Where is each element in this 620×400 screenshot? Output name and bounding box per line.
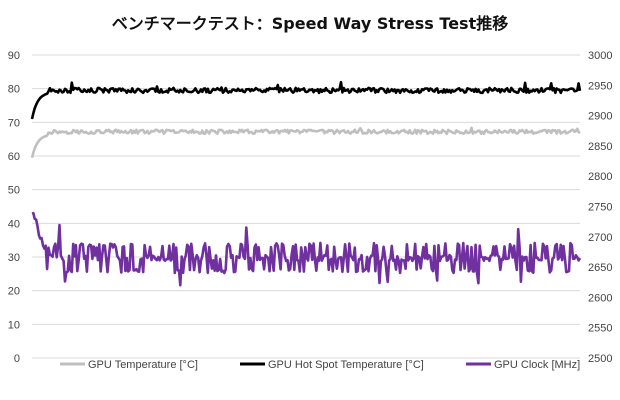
series-line-1 (30, 126, 581, 159)
right-tick-label: 2750 (588, 202, 612, 214)
right-tick-label: 2800 (588, 171, 612, 183)
right-tick-label: 2650 (588, 262, 612, 274)
right-tick-label: 3000 (588, 50, 612, 62)
left-tick-label: 20 (8, 286, 20, 298)
right-tick-label: 2900 (588, 111, 612, 123)
right-tick-label: 2700 (588, 232, 612, 244)
left-tick-label: 30 (8, 252, 20, 264)
right-tick-label: 2550 (588, 323, 612, 335)
legend-label: GPU Temperature [°C] (88, 359, 198, 371)
series-line-3 (31, 211, 582, 287)
left-tick-label: 60 (8, 151, 20, 163)
right-tick-label: 2500 (588, 353, 612, 365)
left-tick-label: 80 (8, 84, 20, 96)
left-tick-label: 50 (8, 185, 20, 197)
series-line-2 (30, 80, 582, 120)
left-tick-label: 10 (8, 319, 20, 331)
left-tick-label: 40 (8, 218, 20, 230)
legend-label: GPU Hot Spot Temperature [°C] (268, 359, 424, 371)
legend-label: GPU Clock [MHz] (494, 359, 580, 371)
right-tick-label: 2850 (588, 141, 612, 153)
chart-title: ベンチマークテスト：Speed Way Stress Test推移 (111, 14, 509, 33)
left-tick-label: 70 (8, 117, 20, 129)
right-tick-label: 2600 (588, 292, 612, 304)
right-tick-label: 2950 (588, 80, 612, 92)
left-tick-label: 0 (14, 353, 20, 365)
left-tick-label: 90 (8, 50, 20, 62)
